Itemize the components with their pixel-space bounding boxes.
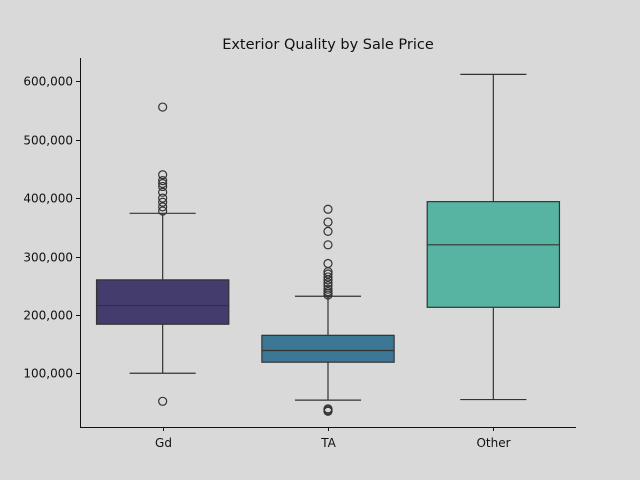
outlier-point: [158, 170, 168, 180]
box-group-gd: [95, 102, 230, 406]
y-axis-ticks: 100,000 200,000 300,000 400,000 500,000 600,0…: [23, 75, 80, 381]
outlier-point: [158, 193, 168, 203]
iqr-box: [261, 334, 395, 363]
x-tick-label: Other: [476, 436, 510, 450]
outlier-point: [158, 206, 168, 216]
y-tick-label: 200,000: [23, 309, 73, 323]
chart-title: Exterior Quality by Sale Price: [222, 37, 434, 53]
iqr-box: [426, 201, 561, 308]
x-axis-ticks: Gd TA Other: [155, 427, 511, 450]
y-tick-label: 300,000: [23, 251, 73, 265]
outlier-point: [323, 272, 333, 282]
box-group-ta: [261, 204, 395, 416]
outlier-point: [323, 269, 333, 279]
x-tick-label: Gd: [155, 436, 172, 450]
outlier-point: [323, 284, 333, 294]
y-tick-label: 400,000: [23, 192, 73, 206]
outlier-point: [158, 396, 168, 406]
outlier-point: [323, 404, 333, 414]
outlier-point: [323, 217, 333, 227]
y-tick-label: 600,000: [23, 75, 73, 89]
outlier-point: [323, 226, 333, 237]
outlier-point: [323, 286, 333, 297]
outlier-point: [323, 258, 333, 269]
outlier-point: [158, 102, 168, 112]
y-tick-label: 500,000: [23, 134, 73, 148]
outlier-point: [158, 187, 168, 197]
outlier-point: [158, 181, 168, 192]
outlier-point: [323, 204, 333, 214]
outlier-point: [323, 281, 333, 291]
y-tick-label: 100,000: [23, 367, 73, 381]
outlier-point: [323, 240, 333, 250]
iqr-box: [95, 279, 230, 325]
outlier-point: [158, 202, 168, 212]
box-group-other: [426, 73, 561, 401]
outlier-point: [158, 178, 168, 189]
outlier-point: [323, 278, 333, 288]
outlier-point: [158, 197, 168, 207]
plot-area: [95, 73, 561, 416]
x-tick-label: TA: [320, 436, 336, 450]
outlier-point: [158, 176, 168, 186]
